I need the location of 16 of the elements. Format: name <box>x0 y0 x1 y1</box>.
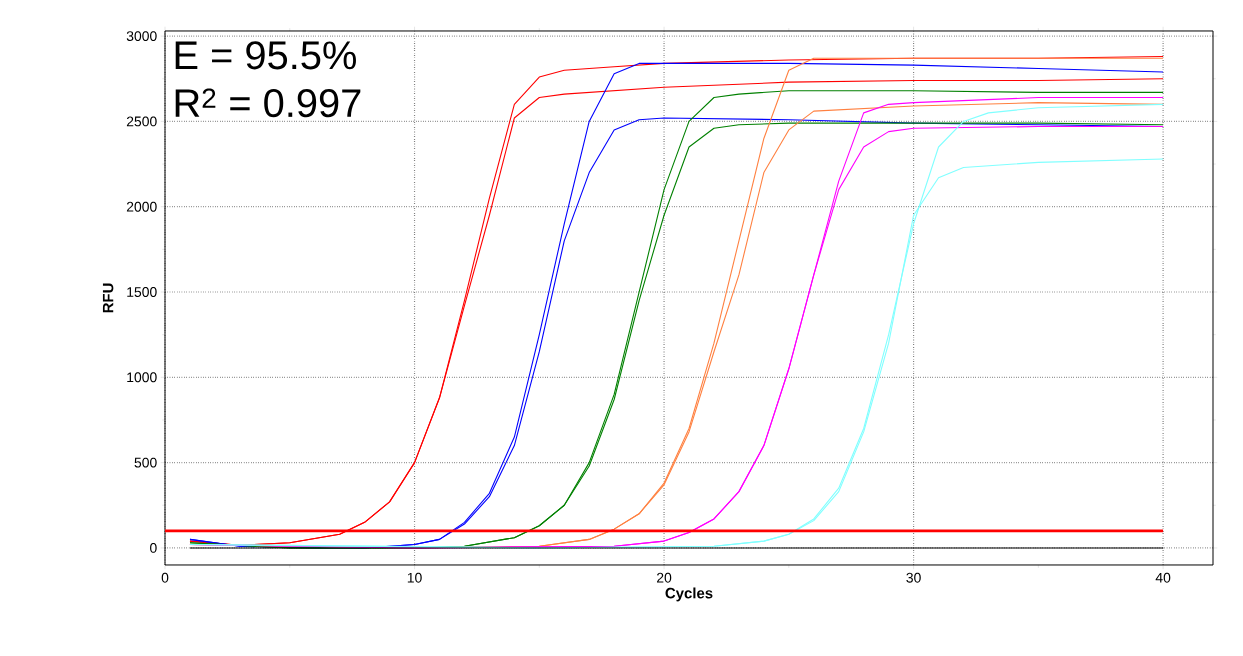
y-axis-title: RFU <box>102 283 114 313</box>
y-tick-label: 500 <box>134 457 157 468</box>
x-axis-title: Cycles <box>665 587 713 602</box>
x-tick-label: 20 <box>657 572 672 583</box>
x-tick-label: 40 <box>1155 572 1171 583</box>
annotation: E = 95.5% <box>175 41 356 70</box>
y-tick-label: 2000 <box>126 201 157 212</box>
x-tick-label: 0 <box>161 572 169 583</box>
y-tick-label: 3000 <box>126 31 157 42</box>
y-tick-label: 0 <box>150 542 157 553</box>
y-tick-label: 1000 <box>127 372 157 383</box>
annotation: R$^{2}$ = 0.997 <box>175 88 361 118</box>
y-tick-label: 2500 <box>126 116 157 127</box>
x-tick-label: 30 <box>906 572 921 583</box>
x-tick-label: 10 <box>407 572 422 583</box>
y-tick-label: 1500 <box>127 287 157 297</box>
